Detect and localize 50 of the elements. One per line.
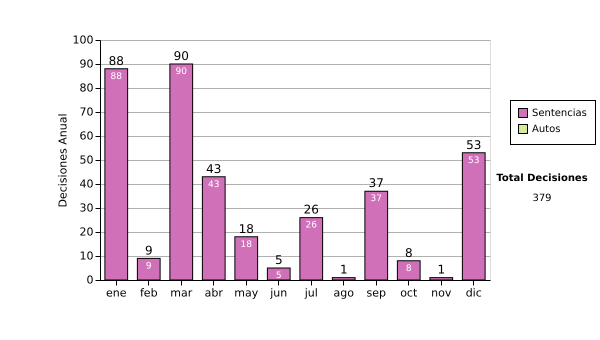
data-label: 9 bbox=[146, 261, 152, 272]
data-label: 90 bbox=[176, 67, 188, 77]
x-tick-label: jul bbox=[304, 286, 318, 300]
data-label: 53 bbox=[468, 156, 480, 166]
x-tick-label: dic bbox=[466, 286, 482, 300]
x-tick-label: nov bbox=[431, 286, 452, 300]
data-label: 18 bbox=[240, 240, 252, 250]
y-axis-title: Decisiones Anual bbox=[56, 113, 70, 208]
data-label: 37 bbox=[370, 194, 382, 204]
y-tick-label: 70 bbox=[80, 106, 94, 118]
data-label: 26 bbox=[306, 220, 318, 231]
total-label: 90 bbox=[174, 49, 189, 63]
total-label: 5 bbox=[274, 253, 283, 267]
total-label: 18 bbox=[238, 222, 254, 236]
x-tick-label: oct bbox=[400, 286, 418, 300]
total-label: 37 bbox=[368, 176, 384, 190]
y-tick-label: 100 bbox=[72, 34, 94, 46]
data-label: 8 bbox=[406, 264, 412, 274]
x-tick-label: mar bbox=[170, 286, 193, 300]
data-label: 43 bbox=[208, 180, 220, 190]
y-tick-label: 30 bbox=[80, 202, 94, 214]
y-tick-label: 10 bbox=[80, 250, 94, 262]
total-label: 26 bbox=[304, 202, 319, 217]
x-tick-label: ago bbox=[334, 286, 354, 300]
y-tick-label: 20 bbox=[80, 226, 94, 238]
total-label: 1 bbox=[340, 262, 348, 277]
x-tick-label: ene bbox=[106, 286, 127, 300]
y-tick-label: 40 bbox=[80, 178, 94, 190]
legend-label: Sentencias bbox=[532, 108, 587, 119]
y-tick-label: 80 bbox=[80, 82, 94, 94]
x-tick-label: abr bbox=[204, 286, 224, 300]
y-tick-label: 60 bbox=[80, 130, 94, 142]
y-tick-label: 50 bbox=[80, 154, 94, 166]
data-label: 5 bbox=[276, 271, 282, 281]
x-tick-label: jun bbox=[269, 286, 288, 300]
x-tick-label: sep bbox=[366, 286, 386, 300]
x-tick-label: may bbox=[234, 286, 259, 300]
total-label: 88 bbox=[108, 54, 124, 68]
total-label: 53 bbox=[466, 138, 482, 152]
data-label: 88 bbox=[110, 72, 122, 82]
total-label: 1 bbox=[437, 262, 446, 277]
legend-label: Autos bbox=[532, 124, 560, 135]
total-label: 8 bbox=[404, 246, 413, 260]
y-tick-label: 0 bbox=[86, 274, 94, 286]
x-tick-label: feb bbox=[140, 286, 158, 300]
y-tick-label: 90 bbox=[80, 58, 94, 70]
text: 379 bbox=[532, 193, 552, 204]
total-label: 9 bbox=[144, 243, 153, 258]
text: Total Decisiones bbox=[496, 173, 588, 184]
total-label: 43 bbox=[206, 162, 222, 176]
